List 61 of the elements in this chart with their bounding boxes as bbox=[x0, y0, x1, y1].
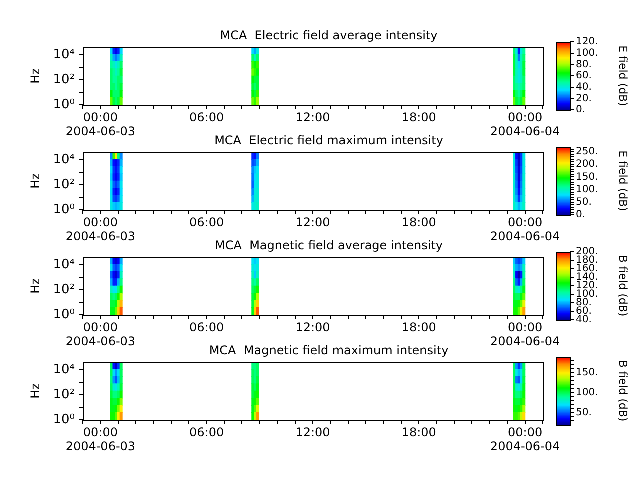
y-tick-label: 10⁰ bbox=[53, 412, 75, 428]
color-bar-label: 60. bbox=[576, 70, 592, 82]
color-bar-label: 50. bbox=[576, 408, 592, 419]
x-tick-label: 18:00 bbox=[402, 425, 436, 440]
color-bar-title: B field (dB) bbox=[616, 255, 630, 317]
y-tick-label: 10⁴ bbox=[53, 152, 75, 168]
x-tick-label: 06:00 bbox=[190, 320, 224, 334]
color-bar-label: 80. bbox=[576, 59, 592, 70]
y-tick-label: 10⁰ bbox=[53, 97, 75, 112]
y-tick-label: 10⁰ bbox=[53, 202, 75, 218]
x-tick-label: 00:00 2004-06-03 bbox=[66, 320, 136, 349]
y-tick-label: 10⁴ bbox=[53, 47, 75, 62]
color-bar-label: 120. bbox=[576, 36, 598, 48]
y-axis-title: Hz bbox=[28, 278, 42, 294]
y-tick-label: 10⁴ bbox=[53, 362, 75, 378]
x-tick-label: 00:00 2004-06-04 bbox=[490, 320, 560, 349]
color-bar-title: E field (dB) bbox=[616, 150, 630, 212]
color-bar-label: 200. bbox=[576, 159, 598, 170]
chart-title: MCA Electric field average intensity bbox=[220, 28, 438, 42]
color-bar-title: E field (dB) bbox=[616, 46, 630, 106]
color-bar-label: 100. bbox=[576, 48, 598, 59]
y-tick-label: 10² bbox=[53, 282, 75, 298]
x-tick-label: 00:00 2004-06-04 bbox=[490, 215, 560, 244]
y-tick-label: 10⁰ bbox=[53, 307, 75, 322]
x-tick-label: 12:00 bbox=[296, 320, 330, 334]
y-tick-label: 10² bbox=[53, 72, 75, 88]
x-tick-label: 18:00 bbox=[402, 215, 436, 230]
y-axis-title: Hz bbox=[28, 384, 42, 399]
y-tick-label: 10⁴ bbox=[53, 257, 75, 272]
color-bar-label: 50. bbox=[576, 197, 592, 208]
x-tick-label: 18:00 bbox=[402, 320, 436, 334]
color-bar-label: 0. bbox=[576, 104, 586, 116]
color-bar-title: B field (dB) bbox=[616, 360, 630, 422]
color-bar-label: 40. bbox=[576, 314, 592, 326]
x-tick-label: 00:00 2004-06-04 bbox=[490, 110, 560, 139]
x-tick-label: 06:00 bbox=[190, 110, 224, 124]
color-bar-label: 40. bbox=[576, 82, 592, 93]
color-bar-label: 20. bbox=[576, 93, 592, 104]
x-tick-label: 00:00 2004-06-03 bbox=[66, 215, 136, 244]
x-tick-label: 12:00 bbox=[296, 425, 330, 440]
x-tick-label: 00:00 2004-06-03 bbox=[66, 425, 136, 454]
x-tick-label: 00:00 2004-06-03 bbox=[66, 110, 136, 139]
color-bar-label: 100. bbox=[576, 184, 598, 196]
color-bar-label: 250. bbox=[576, 146, 598, 158]
x-tick-label: 06:00 bbox=[190, 425, 224, 440]
color-bar-label: 100. bbox=[576, 388, 598, 399]
color-bar-label: 150. bbox=[576, 172, 598, 183]
y-axis-title: Hz bbox=[28, 68, 42, 84]
x-tick-label: 12:00 bbox=[296, 110, 330, 124]
x-tick-label: 00:00 2004-06-04 bbox=[490, 425, 560, 454]
x-tick-label: 12:00 bbox=[296, 215, 330, 230]
y-axis-title: Hz bbox=[28, 174, 42, 189]
x-tick-label: 06:00 bbox=[190, 215, 224, 230]
chart-title: MCA Electric field maximum intensity bbox=[214, 133, 444, 148]
y-tick-label: 10² bbox=[53, 387, 75, 402]
chart-title: MCA Magnetic field maximum intensity bbox=[209, 343, 449, 358]
color-bar-label: 0. bbox=[576, 210, 586, 221]
x-tick-label: 18:00 bbox=[402, 110, 436, 124]
chart-title: MCA Magnetic field average intensity bbox=[214, 238, 444, 252]
color-bar-label: 150. bbox=[576, 368, 598, 379]
y-tick-label: 10² bbox=[53, 177, 75, 192]
